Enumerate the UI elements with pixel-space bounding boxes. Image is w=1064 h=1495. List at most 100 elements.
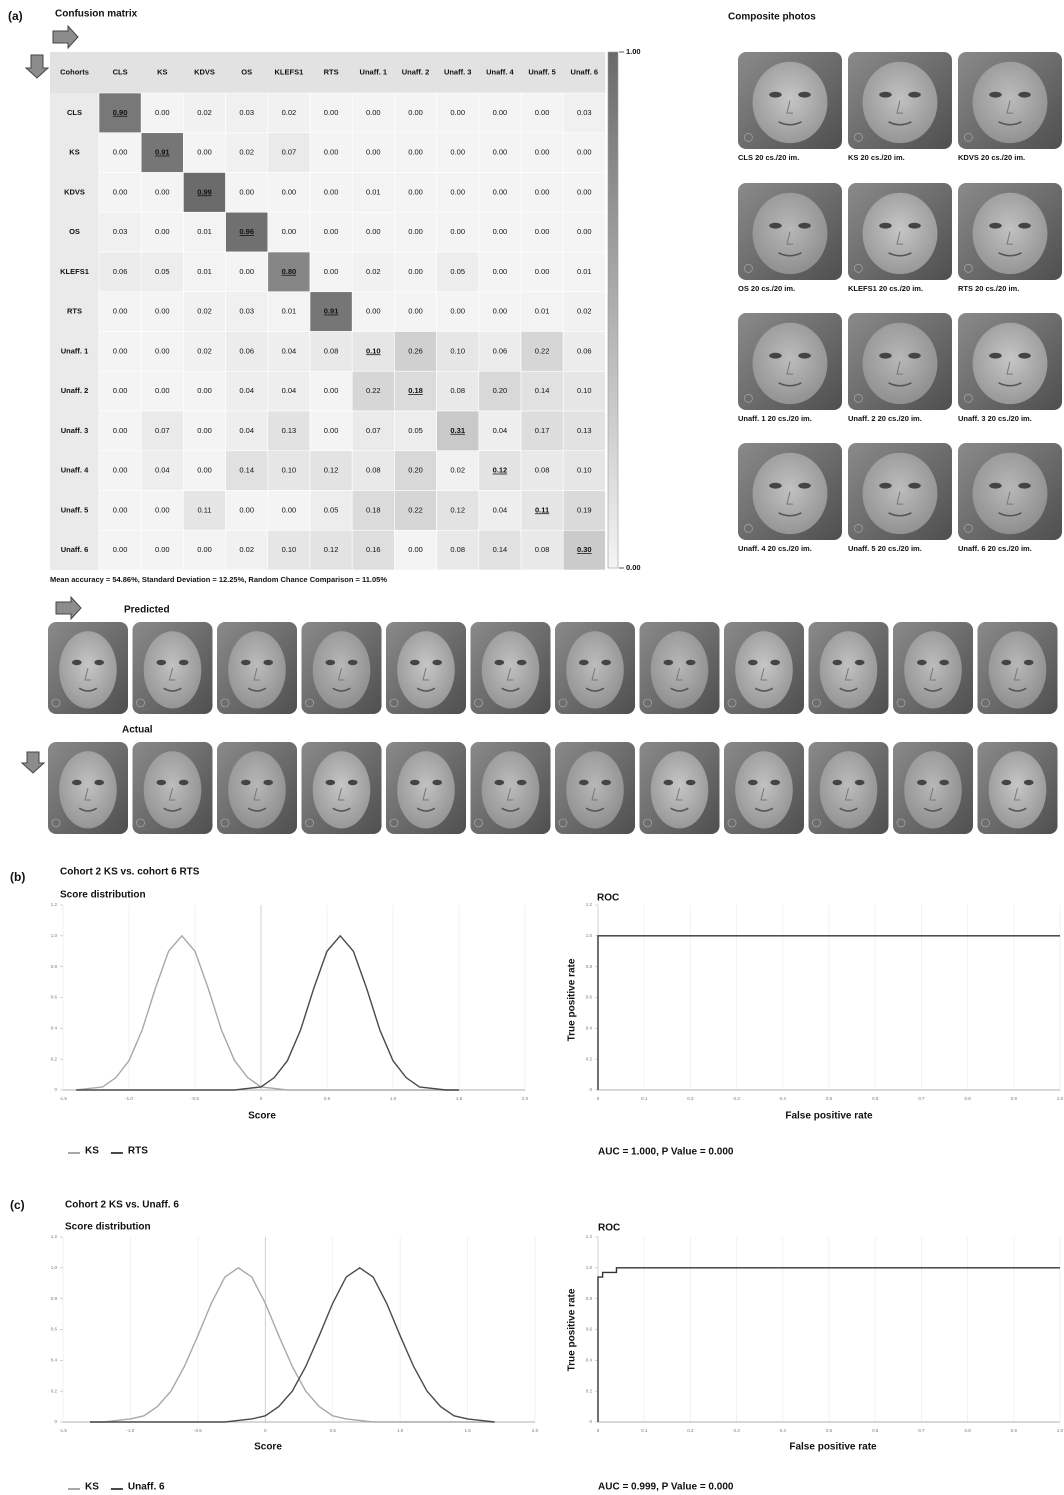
- column-label: Unaff. 4: [486, 67, 514, 76]
- x-tick-label: -1.0: [127, 1428, 135, 1433]
- cell-label: 0.13: [577, 426, 592, 435]
- eye: [1024, 660, 1034, 666]
- y-tick-label: 0.6: [51, 995, 58, 1000]
- eye: [348, 780, 358, 786]
- face-photo: [958, 313, 1062, 410]
- cell-label: 0.00: [577, 187, 592, 196]
- cell-label: 0.00: [408, 108, 423, 117]
- cell-label: 0.19: [577, 505, 592, 514]
- eye: [769, 353, 781, 359]
- cell-label: 0.11: [197, 505, 211, 514]
- cell-label: 0.08: [366, 466, 381, 475]
- face-photo: [893, 622, 973, 714]
- eye: [939, 660, 949, 666]
- figure: (a) Confusion matrix Composite photos Pr…: [0, 0, 1064, 1495]
- x-tick-label: 0.6: [872, 1096, 879, 1101]
- cell-label: 0.05: [155, 267, 170, 276]
- eye: [241, 780, 251, 786]
- cell-label: 0.03: [113, 227, 128, 236]
- cell-label: 0.14: [535, 386, 550, 395]
- chart-title: Cohort 2 KS vs. Unaff. 6: [65, 1200, 179, 1211]
- x-tick-label: 1.5: [464, 1428, 471, 1433]
- series-line: [90, 1268, 495, 1422]
- eye: [432, 780, 442, 786]
- y-tick-label: 0.8: [586, 1296, 593, 1301]
- eye: [664, 780, 674, 786]
- cell-label: 0.02: [239, 148, 254, 157]
- arrow-right: [56, 597, 81, 619]
- cell-label: 0.06: [577, 346, 592, 355]
- cell-label: 0.00: [239, 505, 254, 514]
- face-photo: [958, 52, 1062, 149]
- eye: [179, 780, 189, 786]
- eye: [1018, 353, 1030, 359]
- eye: [917, 780, 927, 786]
- cell-label: 0.03: [239, 108, 254, 117]
- cell-label: 0.10: [366, 346, 381, 355]
- eye: [855, 780, 865, 786]
- cell-label: 0.08: [450, 545, 465, 554]
- row-label: Unaff. 3: [61, 426, 89, 435]
- x-tick-label: 1.0: [390, 1096, 397, 1101]
- face-photo: [724, 622, 804, 714]
- eye: [517, 780, 527, 786]
- cell-label: 0.22: [535, 346, 550, 355]
- cell-label: 0.12: [493, 466, 508, 475]
- chart-subtitle: Score distribution: [60, 890, 146, 901]
- x-tick-label: -1.5: [59, 1428, 67, 1433]
- eye: [939, 780, 949, 786]
- chart-annotation: AUC = 1.000, P Value = 0.000: [598, 1147, 734, 1158]
- column-label: Unaff. 6: [571, 67, 599, 76]
- x-tick-label: 0.8: [964, 1428, 971, 1433]
- row-label: CLS: [67, 108, 82, 117]
- y-tick-label: 0.4: [51, 1026, 58, 1031]
- face-photo: [958, 443, 1062, 540]
- eye: [879, 223, 891, 229]
- eye: [157, 660, 167, 666]
- cell-label: 0.02: [197, 307, 212, 316]
- panel-label: (c): [10, 1198, 25, 1212]
- cell-label: 0.00: [113, 466, 128, 475]
- eye: [770, 660, 780, 666]
- cell-label: 0.12: [324, 545, 339, 554]
- cell-label: 0.00: [197, 426, 212, 435]
- face-photo: [958, 183, 1062, 280]
- x-tick-label: 0.5: [324, 1096, 331, 1101]
- cell-label: 0.00: [239, 267, 254, 276]
- cell-label: 0.02: [450, 466, 465, 475]
- cell-label: 0.02: [366, 267, 381, 276]
- cell-label: 0.03: [577, 108, 592, 117]
- cell-label: 0.00: [450, 187, 465, 196]
- cell-label: 0.04: [239, 426, 254, 435]
- y-tick-label: 0.2: [51, 1388, 58, 1393]
- cell-label: 0.00: [113, 148, 128, 157]
- cell-label: 0.00: [535, 227, 550, 236]
- cell-label: 0.02: [197, 108, 212, 117]
- y-tick-label: 1.0: [51, 933, 58, 938]
- arrow-right: [53, 26, 78, 48]
- cell-label: 0.04: [239, 386, 254, 395]
- cell-label: 0.06: [113, 267, 128, 276]
- photo-caption: Unaff. 6 20 cs./20 im.: [958, 544, 1032, 553]
- cell-label: 0.04: [493, 505, 508, 514]
- x-axis-title: False positive rate: [785, 1111, 873, 1122]
- eye: [879, 92, 891, 98]
- cell-label: 0.00: [239, 187, 254, 196]
- cell-label: 0.00: [155, 545, 170, 554]
- row-label: OS: [69, 227, 80, 236]
- cell-label: 0.17: [535, 426, 550, 435]
- y-tick-label: 0: [589, 1419, 592, 1424]
- y-tick-label: 1.0: [51, 1265, 58, 1270]
- cell-label: 0.00: [450, 307, 465, 316]
- eye: [94, 780, 104, 786]
- cell-label: 0.00: [282, 187, 297, 196]
- cell-label: 0.00: [408, 545, 423, 554]
- eye: [908, 353, 920, 359]
- face-photo: [302, 742, 382, 834]
- cell-label: 0.00: [493, 267, 508, 276]
- photo-caption: Unaff. 4 20 cs./20 im.: [738, 544, 812, 553]
- column-label: RTS: [324, 67, 339, 76]
- legend-label: KS: [85, 1146, 99, 1157]
- cell-label: 0.20: [408, 466, 423, 475]
- face-photo: [809, 742, 889, 834]
